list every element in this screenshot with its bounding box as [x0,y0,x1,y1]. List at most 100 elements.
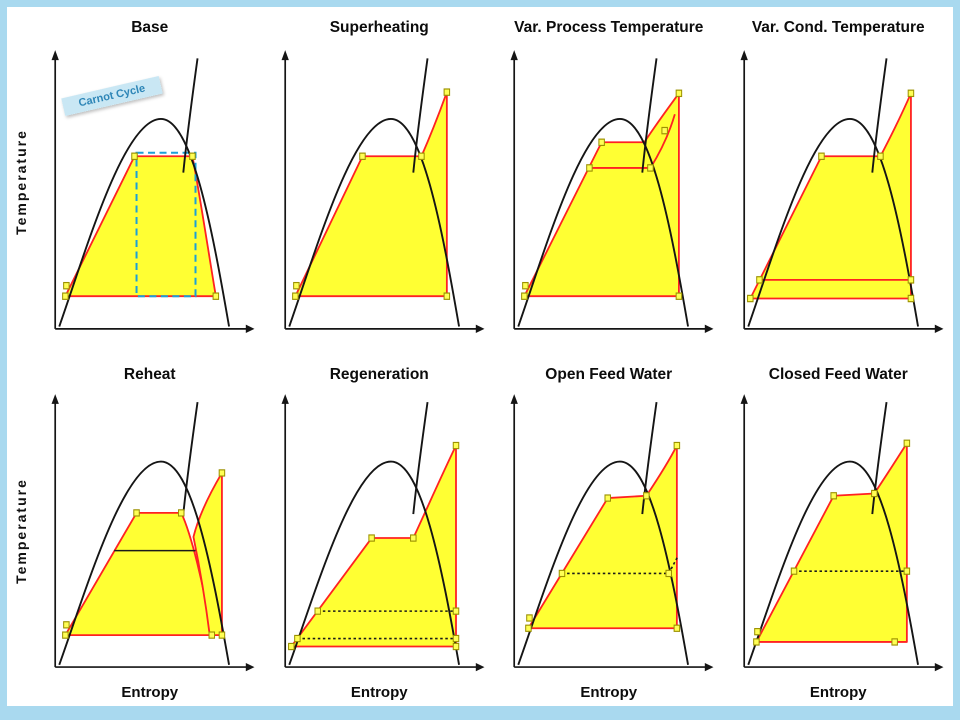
reheat-ts-diagram [51,393,255,671]
plot-var-cond-temperature [732,49,946,341]
cycle-region [65,156,215,296]
state-point-marker [522,281,529,290]
diagram-row-top: Temperature Base Carnot Cycle Superheati… [7,7,953,357]
entropy-axis-label: Entropy [121,683,179,701]
state-point-marker [525,624,532,632]
state-point-marker [753,627,761,635]
state-points [62,468,226,639]
cycle-region [756,443,906,642]
state-point-marker [63,281,70,290]
panel-var-process-temperature: Var. Process Temperature [494,7,724,357]
state-point-marker [287,642,295,650]
vapour-pressure-curve [872,402,886,514]
temperature-axis-label: Temperature [13,478,29,585]
y-axis-arrow [281,393,289,404]
state-point-marker [521,292,528,300]
state-point-marker [208,630,216,639]
panel-title-open-feed-water: Open Feed Water [545,365,673,383]
y-axis-arrow [740,393,748,404]
x-axis-arrow [245,662,255,671]
state-point-marker [586,164,593,172]
state-point-marker [443,88,450,96]
cycle-region [295,92,446,296]
state-points [752,439,910,646]
cycle-region [750,93,911,298]
state-point-marker [131,152,138,161]
axes [281,393,484,671]
plot-base: Carnot Cycle [43,49,257,341]
diagram-row-bottom: Temperature Reheat Entropy Regeneration [7,357,953,707]
panel-title-var-cond-temperature: Var. Cond. Temperature [751,19,925,36]
axes [281,50,484,334]
axes [740,50,943,334]
state-point-marker [452,606,459,615]
y-axis-arrow [51,50,59,61]
state-point-marker [293,634,301,642]
state-point-marker [218,468,226,477]
closed-feed-water-ts-diagram [740,393,943,671]
plot-var-process-temperature [502,49,716,341]
y-axis-label-container: Temperature [7,7,35,357]
state-point-marker [661,126,668,135]
panel-reheat: Reheat Entropy [35,357,265,707]
panel-superheating: Superheating [265,7,495,357]
state-point-marker [409,533,417,542]
panel-open-feed-water: Open Feed Water Entropy [494,357,724,707]
state-point-marker [903,439,910,447]
state-point-marker [907,276,914,284]
vapour-pressure-curve [183,402,197,514]
state-point-marker [643,491,650,499]
state-point-marker [178,508,185,517]
state-point-marker [443,292,450,300]
state-point-marker [755,276,763,284]
state-points [521,89,683,300]
x-axis-arrow [704,324,714,334]
y-axis-arrow [510,50,518,61]
plot-closed-feed-water [732,393,946,679]
state-point-marker [665,569,672,577]
y-axis-arrow [281,50,289,61]
state-point-marker [62,630,69,639]
state-point-marker [675,292,683,300]
carnot-rectangle [137,153,196,296]
y-axis-arrow [740,50,748,61]
state-point-marker [903,566,910,575]
cycle-region [528,445,676,628]
state-point-marker [358,152,366,161]
state-point-marker [212,292,220,300]
state-point-marker [452,441,459,449]
cycle-region [291,445,456,646]
state-point-marker [62,292,69,300]
state-point-marker [829,491,837,499]
panel-title-reheat: Reheat [123,365,176,383]
vapour-pressure-curve [183,58,197,172]
saturation-dome [59,58,229,326]
x-axis-arrow [934,662,943,671]
cycle-region [65,512,211,634]
state-point-marker [292,281,300,290]
panel-base: Base Carnot Cycle [35,7,265,357]
axes [510,50,714,334]
state-point-marker [313,606,321,615]
x-axis-arrow [475,662,484,671]
var-cond-temperature-ts-diagram [740,50,943,334]
base-ts-diagram [51,50,255,334]
plot-reheat [43,393,257,679]
regeneration-ts-diagram [281,393,484,671]
state-point-marker [870,489,878,497]
x-axis-arrow [934,324,943,334]
state-point-marker [526,613,533,622]
state-point-marker [218,630,226,639]
state-point-marker [675,89,683,98]
state-points [525,441,681,632]
y-axis-arrow [51,393,59,404]
entropy-axis-label: Entropy [580,683,638,701]
state-point-marker [790,566,797,575]
panel-title-superheating: Superheating [329,19,429,36]
state-point-marker [133,508,140,517]
superheating-ts-diagram [281,50,484,334]
state-point-marker [291,292,299,300]
state-point-marker [876,152,884,161]
state-point-marker [63,620,70,628]
